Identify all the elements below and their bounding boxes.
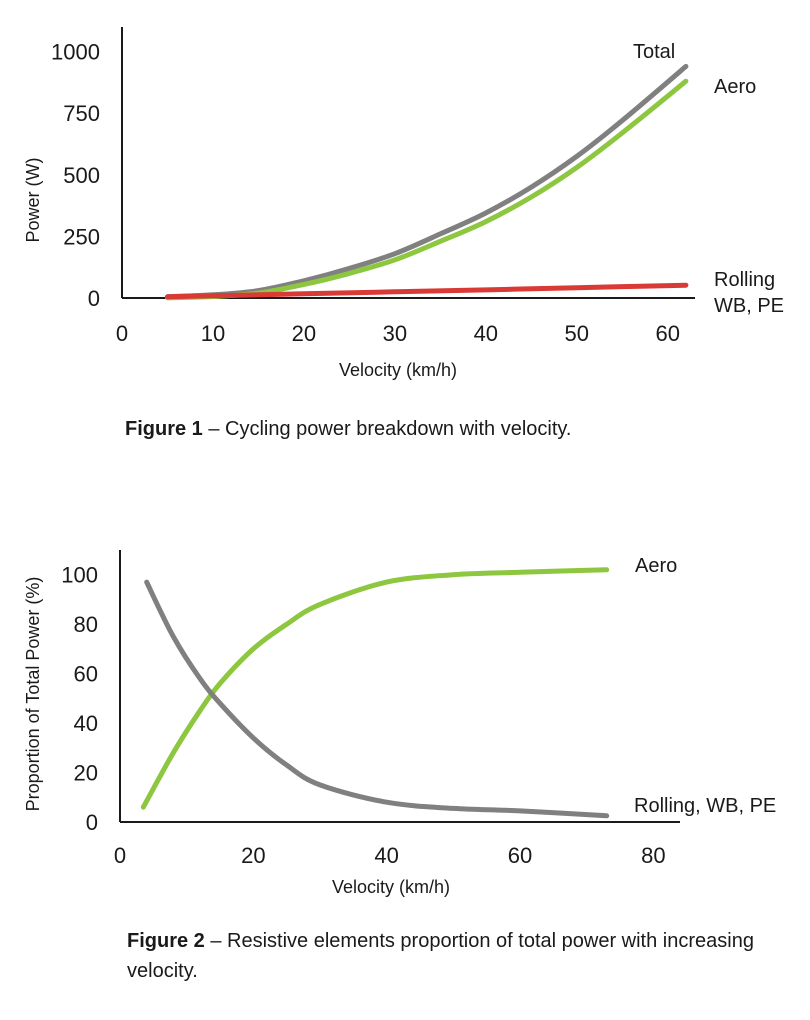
- fig2-ytick-label: 60: [74, 662, 98, 687]
- fig1-label-total: Total: [633, 41, 675, 63]
- fig1-ytick-label: 250: [63, 224, 100, 249]
- fig2-label-aero: Aero: [635, 555, 677, 577]
- fig1-xtick-label: 40: [474, 321, 498, 346]
- fig2-series-line-2: [144, 579, 610, 819]
- fig2-xlabel: Velocity (km/h): [332, 877, 450, 897]
- fig1-label-rolling-line2: WB, PE: [714, 295, 784, 317]
- fig2-xtick-label: 80: [641, 843, 665, 868]
- fig2-ytick-label: 80: [74, 612, 98, 637]
- fig1-xtick-label: 20: [292, 321, 316, 346]
- figure2-caption-text: – Resistive elements proportion of total…: [127, 930, 754, 982]
- fig2-series-line-1: [140, 567, 610, 810]
- fig1-ytick-label: 0: [88, 286, 100, 311]
- fig1-xtick-label: 0: [116, 321, 128, 346]
- fig2-xtick-label: 20: [241, 843, 265, 868]
- fig1-label-rolling-line1: Rolling: [714, 269, 775, 291]
- fig2-xtick-label: 0: [114, 843, 126, 868]
- fig1-xtick-label: 10: [201, 321, 225, 346]
- figure2-chart: 0 20 40 60 80 100 0 20 40 60 80 Velocity (km/h) P…: [23, 550, 776, 897]
- fig2-label-other: Rolling, WB, PE: [634, 795, 776, 817]
- fig2-ytick-label: 100: [61, 563, 98, 588]
- fig1-label-aero: Aero: [714, 76, 756, 98]
- fig1-xtick-label: 50: [565, 321, 589, 346]
- fig2-xtick-label: 60: [508, 843, 532, 868]
- fig1-series-line-2: [165, 78, 689, 301]
- figure1-caption-text: – Cycling power breakdown with velocity.: [202, 418, 572, 440]
- fig1-xlabel: Velocity (km/h): [339, 360, 457, 380]
- fig2-xtick-label: 40: [374, 843, 398, 868]
- fig1-series-line-3: [165, 282, 689, 300]
- figure1-caption: Figure 1 – Cycling power breakdown with …: [125, 414, 765, 444]
- figure1-caption-label: Figure 1: [125, 418, 203, 440]
- figure1-chart: 0 250 500 750 1000 0 10 20 30 40 50 60 Velocity (k…: [23, 27, 784, 380]
- figure2-caption-label: Figure 2: [127, 930, 205, 952]
- figure2-caption: Figure 2 – Resistive elements proportion…: [127, 926, 767, 986]
- fig2-ytick-label: 0: [86, 810, 98, 835]
- fig1-label-rolling: Rolling WB, PE: [714, 269, 784, 317]
- fig1-ylabel: Power (W): [23, 158, 43, 243]
- fig1-series-line-1: [165, 63, 689, 300]
- fig1-ytick-label: 750: [63, 101, 100, 126]
- fig2-ytick-label: 20: [74, 761, 98, 786]
- fig1-ytick-label: 500: [63, 163, 100, 188]
- fig1-ytick-label: 1000: [51, 40, 100, 65]
- fig2-ytick-label: 40: [74, 711, 98, 736]
- fig2-ylabel: Proportion of Total Power (%): [23, 577, 43, 812]
- fig1-xtick-label: 30: [383, 321, 407, 346]
- fig1-xtick-label: 60: [655, 321, 679, 346]
